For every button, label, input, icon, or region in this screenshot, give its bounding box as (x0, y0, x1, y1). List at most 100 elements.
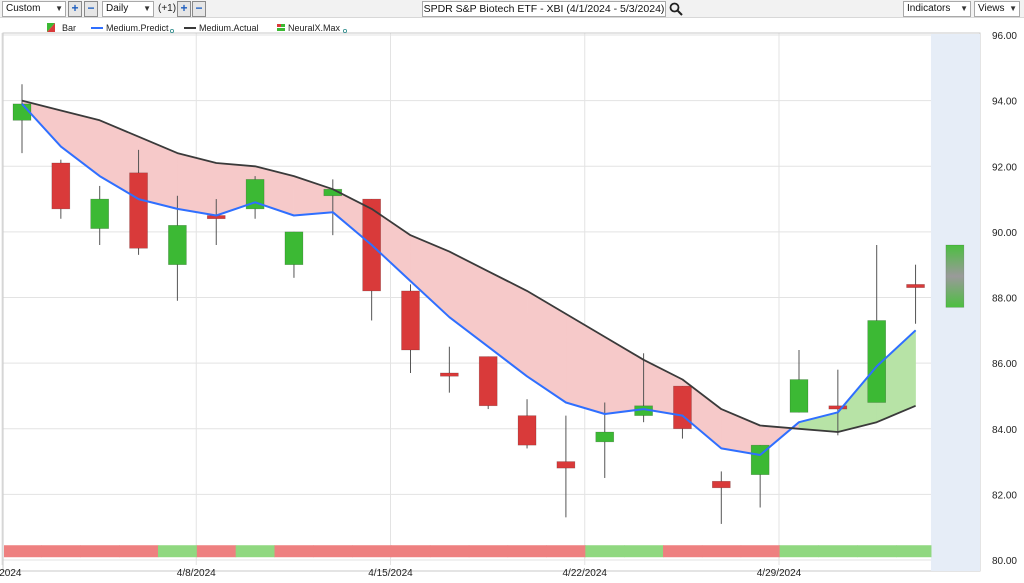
legend-label-neural: NeuralX.Max (288, 23, 341, 33)
legend-item-bar[interactable]: Bar (47, 23, 76, 33)
candle-body-6 (245, 179, 265, 210)
actual-line (21, 99, 916, 433)
candle-body-12 (478, 356, 498, 407)
candle-body-17 (673, 385, 692, 430)
line-series (21, 99, 917, 456)
candle-15 (595, 402, 615, 478)
candle-body-10 (401, 290, 420, 351)
neural-band-5 (196, 545, 237, 558)
remove-symbol-button[interactable]: − (84, 1, 98, 17)
neural-swatch-icon (277, 24, 285, 31)
candle-9 (362, 198, 381, 321)
interval-dropdown[interactable]: Daily ▼ (102, 1, 154, 17)
candle-body-23 (906, 284, 925, 288)
indicators-dropdown-label: Indicators (907, 3, 951, 14)
y-tick-label-1: 82.00 (992, 490, 1017, 501)
legend-label-predict: Medium.Predict (106, 23, 169, 33)
candle-11 (440, 346, 459, 393)
y-tick-label-6: 92.00 (992, 162, 1017, 173)
legend: Bar Medium.Predict Medium.Actual NeuralX… (47, 23, 347, 33)
neural-band-4 (157, 545, 198, 558)
candle-body-19 (750, 444, 770, 475)
add-symbol-button[interactable]: + (68, 1, 82, 17)
neural-band-10 (391, 545, 431, 558)
candle-14 (556, 415, 576, 518)
candle-body-11 (440, 372, 459, 377)
neural-band-13 (507, 545, 547, 558)
candle-body-2 (90, 198, 109, 229)
y-axis: 80.00 82.00 84.00 86.00 88.00 90.00 92.00 94.00… (992, 31, 1017, 567)
views-dropdown[interactable]: Views ▼ (974, 1, 1020, 17)
y-tick-label-5: 90.00 (992, 228, 1017, 239)
candle-body-1 (51, 162, 71, 210)
candle-body-7 (284, 231, 304, 265)
chevron-down-icon: ▼ (55, 4, 63, 13)
symbol-title-field[interactable]: SPDR S&P Biotech ETF - XBI (4/1/2024 - 5… (422, 1, 666, 17)
candle-18 (711, 471, 731, 524)
candle-3 (129, 149, 148, 255)
candle-body-15 (595, 431, 615, 443)
candle-23 (906, 264, 925, 324)
x-axis: 4/1/2024 4/8/2024 4/15/2024 4/22/2024 4/29/2… (0, 568, 802, 579)
neural-band-2 (80, 545, 120, 558)
candle-body-3 (129, 172, 148, 249)
indicators-dropdown[interactable]: Indicators ▼ (903, 1, 971, 17)
neural-band-strip (4, 545, 932, 558)
neural-band-18 (701, 545, 742, 558)
candle-7 (284, 231, 304, 278)
neural-band-7 (274, 545, 314, 558)
neural-band-16 (624, 545, 664, 558)
candle-body-13 (517, 415, 537, 446)
neural-band-8 (313, 545, 353, 558)
neural-band-17 (663, 545, 703, 558)
chevron-down-icon: ▼ (960, 4, 968, 13)
y-tick-label-7: 94.00 (992, 97, 1017, 108)
interval-dropdown-label: Daily (106, 3, 129, 14)
settings-dot-icon[interactable] (342, 28, 347, 33)
mode-dropdown-label: Custom (6, 3, 41, 14)
neural-band-14 (546, 545, 586, 558)
candle-body-18 (711, 480, 731, 489)
mode-dropdown[interactable]: Custom ▼ (2, 1, 66, 17)
neural-band-20 (779, 545, 819, 558)
legend-label-bar: Bar (62, 23, 76, 33)
candle-22 (867, 245, 887, 403)
spread-fill-segment-4 (177, 152, 217, 216)
legend-item-neuralx-max[interactable]: NeuralX.Max (277, 23, 347, 33)
zoom-in-button[interactable]: + (177, 1, 191, 17)
neural-band-23 (896, 545, 932, 558)
views-dropdown-label: Views (978, 3, 1005, 14)
candle-21 (828, 369, 848, 436)
x-tick-label-1: 4/8/2024 (177, 568, 216, 579)
candle-body-14 (556, 461, 576, 469)
search-icon[interactable] (668, 1, 684, 17)
spread-fill-segment-13 (526, 290, 567, 404)
settings-dot-icon[interactable] (169, 28, 174, 33)
candle-2 (90, 185, 109, 245)
candle-20 (789, 350, 809, 413)
candle-6 (245, 176, 265, 219)
neural-band-21 (818, 545, 858, 558)
candle-4 (168, 195, 187, 301)
candle-12 (478, 356, 498, 410)
y-tick-label-0: 80.00 (992, 556, 1017, 567)
neural-band-15 (585, 545, 625, 558)
legend-item-medium-predict[interactable]: Medium.Predict (91, 23, 174, 33)
candle-body-4 (168, 225, 187, 265)
candle-0 (12, 84, 32, 154)
price-chart[interactable]: 80.00 82.00 84.00 86.00 88.00 90.00 92.00 94.00… (0, 19, 1024, 583)
candle-body-22 (867, 320, 887, 403)
candle-10 (401, 284, 420, 373)
neural-band-0 (4, 545, 42, 558)
chevron-down-icon: ▼ (143, 4, 151, 13)
spread-fill-segment-14 (565, 313, 606, 415)
neural-band-9 (352, 545, 392, 558)
neural-band-22 (857, 545, 897, 558)
neural-band-3 (119, 545, 159, 558)
legend-item-medium-actual[interactable]: Medium.Actual (184, 23, 259, 33)
y-tick-label-4: 88.00 (992, 294, 1017, 305)
zoom-out-button[interactable]: − (192, 1, 206, 17)
spread-fill (21, 100, 916, 456)
y-tick-label-2: 84.00 (992, 425, 1017, 436)
chevron-down-icon: ▼ (1009, 4, 1017, 13)
